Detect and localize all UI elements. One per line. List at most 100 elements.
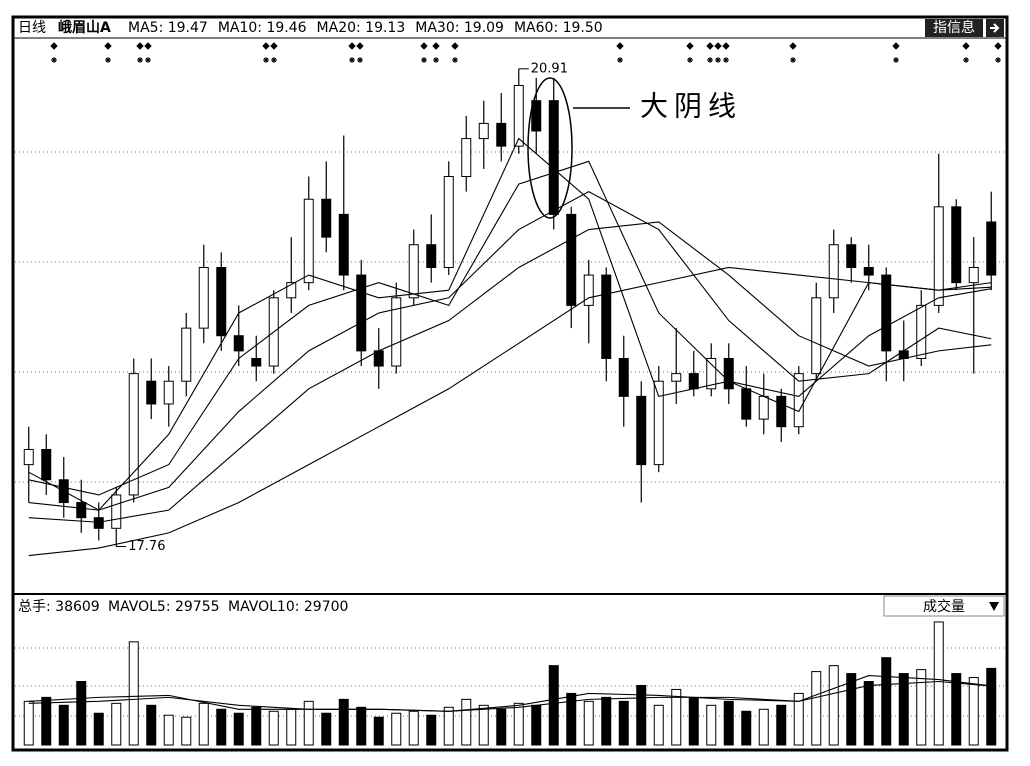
signal-marker [348, 42, 356, 63]
candle-body [566, 213, 577, 306]
candle-body [111, 494, 122, 529]
ma-legend: MA5: 19.47 MA10: 19.46 MA20: 19.13 MA30: 19… [128, 20, 603, 36]
candle-body [251, 357, 262, 367]
indicator-dropdown[interactable] [883, 595, 1005, 617]
volume-bar [128, 641, 139, 746]
volume-bar [968, 677, 979, 746]
volume-bar [531, 704, 542, 746]
candle-body [881, 274, 892, 352]
candle-body [653, 380, 664, 466]
volume-bar [496, 708, 507, 746]
info-button[interactable]: 指信息 [933, 19, 975, 36]
indicator-select[interactable]: 成交量 [923, 598, 965, 615]
signal-marker [356, 42, 364, 63]
ma-line [28, 137, 992, 511]
volume-total: 总手: 38609 [18, 599, 100, 615]
candle-body [688, 373, 699, 390]
volume-bar [443, 706, 454, 746]
volume-bar [706, 704, 717, 746]
volume-bar [93, 712, 104, 746]
info-button-bg[interactable] [925, 19, 983, 37]
volume-bar [723, 700, 734, 746]
volume-bar [583, 700, 594, 746]
candle-body [863, 266, 874, 276]
ma-line [28, 191, 992, 511]
volume-bar [601, 696, 612, 746]
candle-body [583, 274, 594, 306]
candle-body [846, 244, 857, 268]
candle-body [76, 502, 87, 519]
volume-bar [321, 712, 332, 746]
signal-marker [892, 42, 900, 63]
volume-bar [881, 657, 892, 746]
candle-body [548, 100, 559, 215]
highlight-ellipse [527, 77, 573, 219]
volume-bar [566, 692, 577, 746]
signal-marker [722, 42, 730, 63]
candle-body [986, 221, 997, 276]
candle-body [513, 84, 524, 147]
candle-body [181, 327, 192, 382]
candle-body [828, 244, 839, 299]
candle-body [706, 357, 717, 390]
volume-bar [286, 708, 297, 746]
volume-bar [58, 704, 69, 746]
candle-body [426, 244, 437, 268]
volume-bar [863, 681, 874, 746]
mavol10-label: MAVOL10: 29700 [228, 599, 348, 615]
ma-label: MA5: 19.47 [128, 20, 208, 36]
volume-bar [828, 665, 839, 746]
volume-bar [548, 665, 559, 746]
candle-body [233, 335, 244, 352]
candle-body [461, 138, 472, 177]
annotation: 大阴线 [640, 90, 742, 123]
candle-body [618, 357, 629, 397]
signal-marker [136, 42, 144, 63]
volume-bar [233, 712, 244, 746]
mavol-line [28, 680, 992, 712]
ma-line [28, 221, 992, 523]
candle-body [443, 175, 454, 268]
volume-bar [338, 698, 349, 746]
volume-bar [426, 714, 437, 746]
signal-marker [270, 42, 278, 63]
signal-marker [50, 42, 58, 63]
volume-bar [23, 700, 34, 746]
candle-body [23, 448, 34, 466]
candle-body [321, 198, 332, 238]
ma-line [28, 266, 992, 557]
volume-bar [163, 714, 174, 746]
volume-bar [776, 704, 787, 746]
volume-bar [811, 671, 822, 746]
volume-bar [391, 712, 402, 746]
volume-bar [111, 702, 122, 746]
candle-body [758, 395, 769, 420]
volume-bar [846, 673, 857, 746]
volume-bar [303, 700, 314, 746]
signal-marker [962, 42, 970, 63]
candle-body [793, 373, 804, 428]
volume-bar [373, 716, 384, 746]
signal-marker [144, 42, 152, 63]
candle-body [933, 206, 944, 306]
volume-bar [198, 702, 209, 746]
candle-body [776, 395, 787, 428]
candle-body [391, 297, 402, 367]
signal-marker [432, 42, 440, 63]
stock-name: 峨眉山A [58, 19, 111, 36]
candle-body [496, 122, 507, 147]
volume-bar [951, 673, 962, 746]
high-label: 20.91 [531, 61, 568, 76]
candle-body [93, 517, 104, 529]
signal-marker [616, 42, 624, 63]
volume-bar [688, 696, 699, 746]
volume-bar [181, 716, 192, 746]
candle-body [741, 388, 752, 420]
ma-label: MA30: 19.09 [415, 20, 504, 36]
signal-marker [262, 42, 270, 63]
volume-bar [933, 621, 944, 746]
volume-bar [146, 704, 157, 746]
candle-body [601, 274, 612, 359]
mavol5-label: MAVOL5: 29755 [108, 599, 220, 615]
signal-marker [706, 42, 714, 63]
